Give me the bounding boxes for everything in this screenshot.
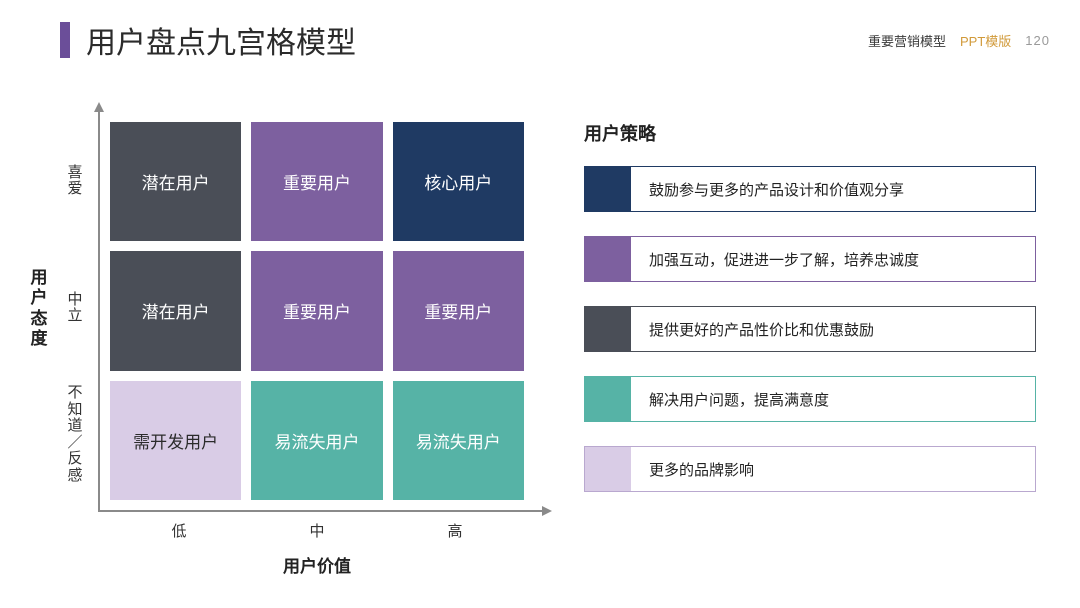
title-accent-bar <box>60 22 70 58</box>
header: 用户盘点九宫格模型 重要营销模型 PPT模版 120 <box>60 18 1050 62</box>
x-axis-labels: 低 中 高 <box>110 520 524 541</box>
strategy-swatch-1 <box>585 237 631 281</box>
x-axis-line <box>98 510 550 512</box>
cell-7: 易流失用户 <box>251 381 382 500</box>
strategy-panel: 用户策略 鼓励参与更多的产品设计和价值观分享 加强互动，促进进一步了解，培养忠诚… <box>584 120 1036 516</box>
header-right: 重要营销模型 PPT模版 120 <box>868 31 1050 50</box>
cell-5: 重要用户 <box>393 251 524 370</box>
strategy-text-2: 提供更好的产品性价比和优惠鼓励 <box>631 307 1035 351</box>
cell-0: 潜在用户 <box>110 122 241 241</box>
strategy-item-2: 提供更好的产品性价比和优惠鼓励 <box>584 306 1036 352</box>
strategy-text-4: 更多的品牌影响 <box>631 447 1035 491</box>
cell-4: 重要用户 <box>251 251 382 370</box>
cell-2: 核心用户 <box>393 122 524 241</box>
title-wrap: 用户盘点九宫格模型 <box>60 18 356 62</box>
cell-1: 重要用户 <box>251 122 382 241</box>
y-axis-labels: 喜爱 中立 不知道／反感 <box>60 118 90 498</box>
strategy-text-0: 鼓励参与更多的产品设计和价值观分享 <box>631 167 1035 211</box>
strategy-title: 用户策略 <box>584 120 1036 146</box>
x-label-0: 低 <box>110 520 248 541</box>
strategy-swatch-4 <box>585 447 631 491</box>
cell-3: 潜在用户 <box>110 251 241 370</box>
grid: 潜在用户 重要用户 核心用户 潜在用户 重要用户 重要用户 需开发用户 易流失用… <box>110 122 524 500</box>
x-label-1: 中 <box>248 520 386 541</box>
x-axis-title: 用户价值 <box>110 552 524 577</box>
page-title: 用户盘点九宫格模型 <box>86 18 356 62</box>
strategy-text-3: 解决用户问题，提高满意度 <box>631 377 1035 421</box>
cell-6: 需开发用户 <box>110 381 241 500</box>
strategy-item-0: 鼓励参与更多的产品设计和价值观分享 <box>584 166 1036 212</box>
strategy-swatch-2 <box>585 307 631 351</box>
strategy-text-1: 加强互动，促进进一步了解，培养忠诚度 <box>631 237 1035 281</box>
strategy-item-1: 加强互动，促进进一步了解，培养忠诚度 <box>584 236 1036 282</box>
x-label-2: 高 <box>386 520 524 541</box>
y-axis-line <box>98 104 100 512</box>
strategy-item-3: 解决用户问题，提高满意度 <box>584 376 1036 422</box>
page-number: 120 <box>1025 33 1050 48</box>
cell-8: 易流失用户 <box>393 381 524 500</box>
y-label-0: 喜爱 <box>60 118 90 245</box>
strategy-swatch-0 <box>585 167 631 211</box>
header-label-2: PPT模版 <box>960 31 1011 50</box>
strategy-item-4: 更多的品牌影响 <box>584 446 1036 492</box>
y-label-2: 不知道／反感 <box>60 371 90 498</box>
y-axis-title: 用户态度 <box>28 268 50 350</box>
y-label-1: 中立 <box>60 245 90 372</box>
strategy-swatch-3 <box>585 377 631 421</box>
header-label-1: 重要营销模型 <box>868 31 946 50</box>
